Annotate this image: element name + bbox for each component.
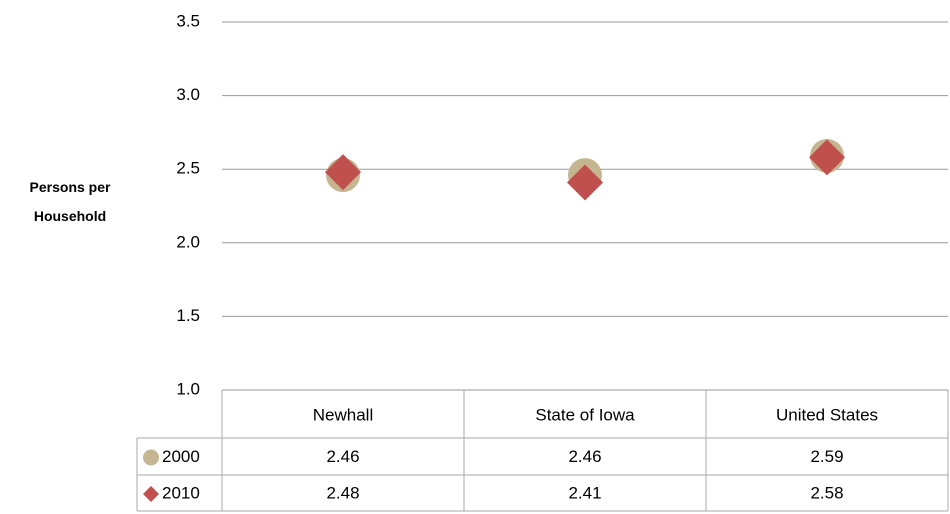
y-tick-label: 3.0 <box>176 85 200 104</box>
table-value: 2.59 <box>810 447 843 466</box>
legend-key <box>143 486 159 502</box>
legend-label: 2000 <box>162 447 200 466</box>
table-value: 2.58 <box>810 483 843 502</box>
table-value: 2.48 <box>326 483 359 502</box>
table-value: 2.46 <box>326 447 359 466</box>
y-tick-label: 1.0 <box>176 379 200 398</box>
legend-label: 2010 <box>162 483 200 502</box>
y-tick-label: 2.5 <box>176 159 200 178</box>
y-tick-label: 1.5 <box>176 306 200 325</box>
point <box>567 164 603 201</box>
x-tick-label: United States <box>776 405 878 424</box>
point <box>809 139 845 176</box>
table-value: 2.46 <box>568 447 601 466</box>
y-tick-label: 2.0 <box>176 232 200 251</box>
x-tick-label: Newhall <box>313 405 373 424</box>
point <box>325 154 361 191</box>
legend-key <box>143 449 159 466</box>
table-value: 2.41 <box>568 483 601 502</box>
x-tick-label: State of Iowa <box>535 405 635 424</box>
y-tick-label: 3.5 <box>176 11 200 30</box>
y-axis-label: Persons per Household <box>29 179 111 224</box>
